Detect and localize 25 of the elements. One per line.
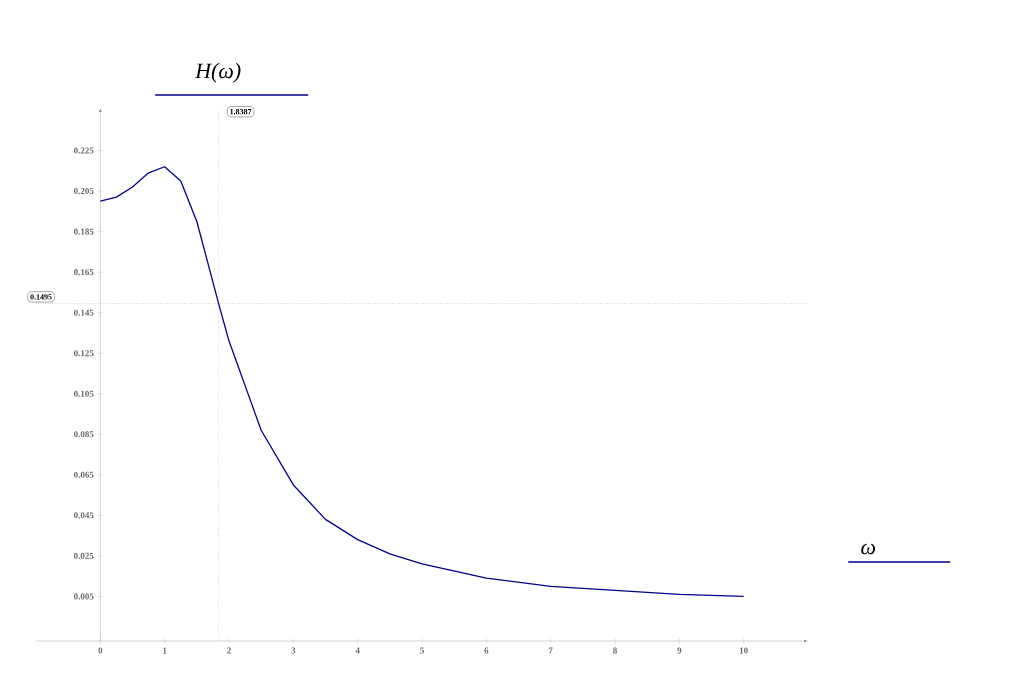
x-tick-label: 9 — [677, 647, 682, 654]
y-tick-label: 0.125 — [73, 350, 94, 357]
y-tick-label: 0.225 — [73, 147, 94, 154]
x-tick-label: 0 — [98, 647, 103, 654]
y-tick-label: 0.025 — [73, 552, 94, 559]
y-tick-label: 0.005 — [73, 593, 94, 600]
x-tick-label: 10 — [739, 647, 748, 654]
y-tick-label: 0.185 — [73, 228, 94, 235]
x-tick-label: 6 — [484, 647, 489, 654]
y-axis-title: H(ω) — [195, 62, 241, 83]
y-tick-label: 0.165 — [73, 269, 94, 276]
y-tick-label: 0.085 — [73, 431, 94, 438]
y-tick-label: 0.145 — [73, 309, 94, 316]
x-tick-label: 5 — [420, 647, 424, 654]
y-tick-label: 0.045 — [73, 512, 94, 519]
y-tick-label: 0.105 — [73, 390, 94, 397]
x-tick-label: 3 — [291, 647, 296, 654]
y-tick-label: 0.065 — [73, 471, 94, 478]
x-tick-label: 8 — [613, 647, 617, 654]
y-tick-label: 0.205 — [73, 188, 94, 195]
x-tick-label: 4 — [355, 647, 360, 654]
x-tick-label: 1 — [163, 647, 167, 654]
x-tick-label: 2 — [227, 647, 231, 654]
x-tick-label: 7 — [548, 647, 553, 654]
x-axis-title: ω — [861, 543, 876, 555]
